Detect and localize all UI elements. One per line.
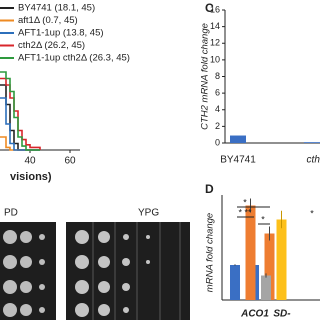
y-tick-label: 8 <box>215 71 220 81</box>
plate-ypg <box>66 222 190 320</box>
y-tick-label: 4 <box>215 104 220 114</box>
bar <box>276 219 287 300</box>
bar <box>261 275 271 300</box>
x-tick-label: 60 <box>64 156 76 167</box>
y-tick-label: 10 <box>210 54 220 64</box>
bar <box>304 142 320 143</box>
y-tick-label: 2 <box>215 121 220 131</box>
survival-curve <box>0 71 40 151</box>
significance: * ** <box>238 207 252 217</box>
x-tick-label: SD- <box>273 309 291 320</box>
y-tick-label: 14 <box>210 21 220 31</box>
x-tick-label: 40 <box>24 156 36 167</box>
significance: * <box>261 214 265 224</box>
plate-ypd <box>0 222 56 320</box>
significance: * <box>243 197 247 207</box>
panel-label: D <box>205 182 214 196</box>
x-axis-label: visions) <box>10 171 52 183</box>
bar <box>245 205 256 300</box>
y-axis-label: mRNA fold change <box>205 213 216 292</box>
image-label: YPG <box>138 208 159 219</box>
y-axis-label: CTH2 mRNA fold change <box>200 23 211 130</box>
legend-label: aft1Δ (0.7, 45) <box>18 15 78 26</box>
x-tick-label: BY4741 <box>220 155 256 166</box>
y-tick-label: 6 <box>215 88 220 98</box>
legend-label: AFT1-1up cth2Δ (26.3, 45) <box>18 53 130 64</box>
panel-label: C <box>205 1 214 15</box>
bracket <box>237 206 270 225</box>
y-tick-label: 12 <box>210 38 220 48</box>
bar <box>230 265 240 300</box>
legend-label: BY4741 (18.1, 45) <box>18 3 95 14</box>
legend-label: cth2Δ (26.2, 45) <box>18 40 85 51</box>
image-label: PD <box>4 208 18 219</box>
y-tick-label: 16 <box>210 4 220 14</box>
x-tick-label: ACO1 <box>240 309 269 320</box>
x-tick-label: cth2 <box>307 155 320 166</box>
y-tick-label: 0 <box>215 137 220 147</box>
bar <box>230 135 246 143</box>
legend-label: AFT1-1up (13.8, 45) <box>18 28 104 39</box>
bar <box>264 233 275 300</box>
significance: * <box>310 208 314 218</box>
